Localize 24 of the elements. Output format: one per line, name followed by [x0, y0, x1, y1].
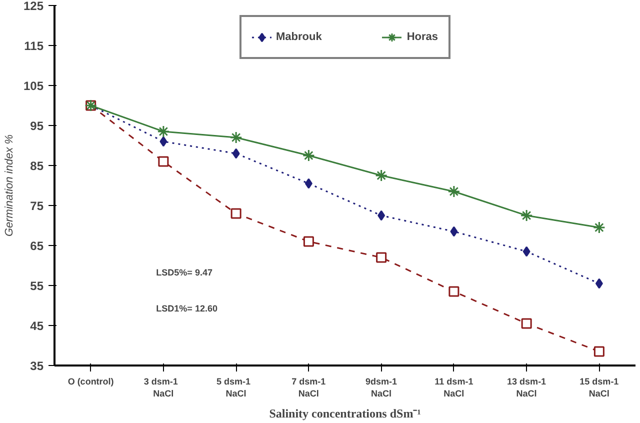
- y-tick-label: 65: [30, 239, 44, 253]
- y-tick-label: 115: [24, 39, 44, 53]
- y-axis-title: Germination index %: [3, 134, 16, 237]
- y-tick-label: 75: [30, 199, 44, 213]
- legend-label: Mabrouk: [276, 31, 322, 43]
- annotation: LSD5%= 9.47: [156, 268, 212, 278]
- x-tick-label: 3 dsm-1 NaCl: [144, 376, 178, 398]
- x-tick-label: 7 dsm-1 NaCl: [292, 376, 326, 398]
- annotation: LSD1%= 12.60: [156, 304, 218, 314]
- x-tick-label: 15 dsm-1 NaCl: [580, 376, 619, 398]
- y-tick-label: 55: [30, 279, 44, 293]
- x-tick-label: 13 dsm-1 NaCl: [507, 376, 546, 398]
- y-tick-label: 35: [30, 359, 44, 373]
- x-tick-label: O (control): [68, 376, 114, 386]
- y-tick-label: 45: [30, 319, 44, 333]
- x-axis-title: Salinity concentrations dSm⁻¹: [269, 406, 422, 420]
- y-tick-label: 95: [30, 119, 44, 133]
- legend-label: Horas: [406, 31, 438, 43]
- x-tick-label: 11 dsm-1 NaCl: [434, 376, 474, 398]
- x-tick-label: 9dsm-1 NaCl: [366, 376, 398, 398]
- x-tick-label: 5 dsm-1 NaCl: [216, 376, 251, 398]
- y-tick-label: 85: [30, 159, 44, 173]
- y-tick-label: 105: [23, 79, 44, 93]
- y-tick-label: 125: [23, 0, 44, 13]
